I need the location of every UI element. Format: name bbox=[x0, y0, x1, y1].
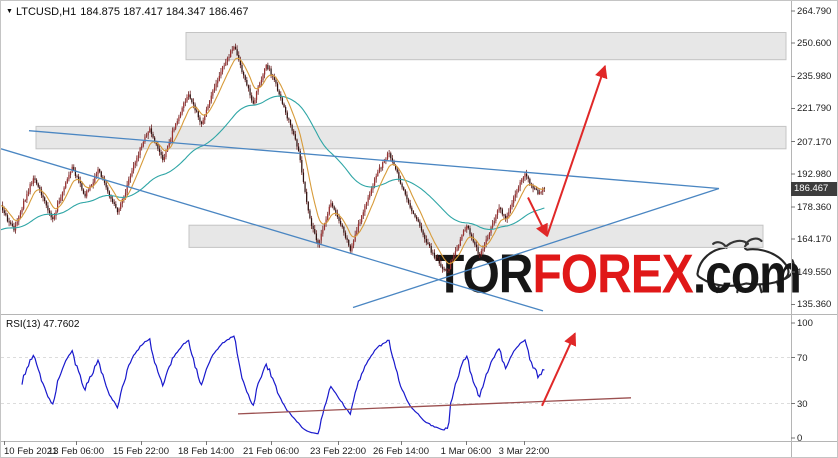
watermark-text-com: .com bbox=[692, 244, 802, 305]
forecast-arrows bbox=[527, 64, 608, 238]
rsi-indicator-label: RSI(13) 47.7602 bbox=[6, 319, 79, 330]
forecast-arrow-projected-rally bbox=[546, 64, 608, 237]
sr-zones bbox=[35, 32, 787, 248]
rsi-panel bbox=[1, 332, 791, 435]
rsi-label-text: RSI(13) 47.7602 bbox=[6, 319, 80, 330]
chevron-down-icon: ▼ bbox=[6, 8, 13, 15]
trend-lines bbox=[1, 130, 720, 312]
watermark-text-forex: FOREX bbox=[532, 244, 693, 305]
rsi-forecast-arrow bbox=[541, 332, 577, 407]
forecast-arrow-pullback-to-support bbox=[527, 197, 548, 238]
descending-channel-line bbox=[1, 148, 544, 312]
ohlc-values: 184.875 187.417 184.347 186.467 bbox=[80, 6, 249, 18]
slow-ma-teal-line bbox=[1, 95, 545, 231]
rsi-line bbox=[21, 335, 545, 435]
triangle-upper-descending bbox=[28, 130, 720, 190]
fast-ma-orange-line bbox=[1, 57, 545, 265]
symbol-label: LTCUSD,H1 bbox=[15, 6, 77, 18]
triangle-lower-ascending bbox=[352, 187, 720, 309]
zone-resistance-mid bbox=[35, 125, 787, 150]
rsi-trendline bbox=[237, 397, 632, 415]
zone-resistance-upper bbox=[185, 32, 787, 61]
symbol-quote-bar: ▼ LTCUSD,H1 184.875 187.417 184.347 186.46… bbox=[6, 6, 252, 18]
zone-support-zone bbox=[188, 224, 764, 248]
moving-averages bbox=[1, 57, 545, 265]
